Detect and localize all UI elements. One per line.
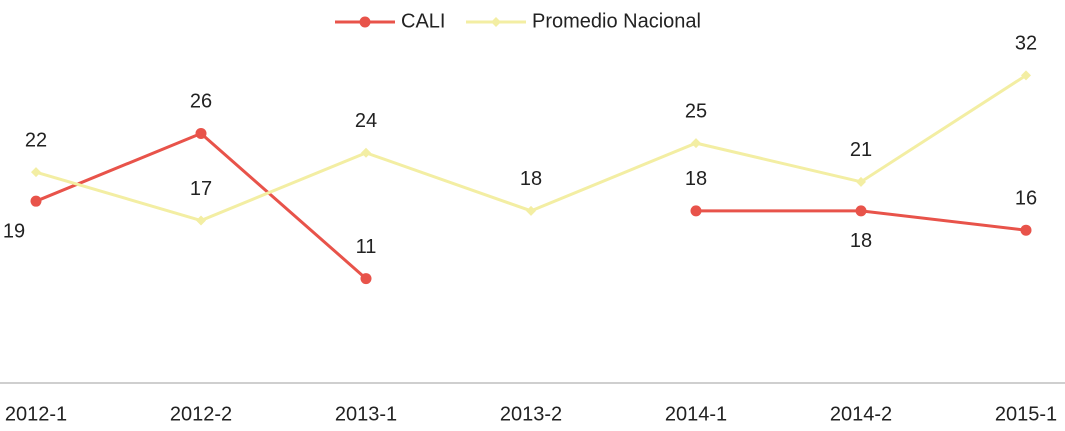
point <box>1020 224 1032 236</box>
data-label: 24 <box>355 110 377 132</box>
legend-marker <box>359 16 371 28</box>
data-label: 18 <box>850 230 872 252</box>
series-line <box>35 74 1027 223</box>
data-label: 25 <box>685 100 707 122</box>
point <box>855 205 867 217</box>
point <box>196 215 206 226</box>
point <box>690 205 702 217</box>
data-label: 32 <box>1015 33 1037 55</box>
x-tick-label: 2014-2 <box>830 403 892 425</box>
x-tick-label: 2012-2 <box>170 403 232 425</box>
legend-marker <box>491 17 501 27</box>
data-label: 19 <box>3 220 25 242</box>
point <box>31 167 41 178</box>
data-label: 22 <box>25 129 47 151</box>
x-tick-label: 2013-2 <box>500 403 562 425</box>
x-tick-label: 2013-1 <box>335 403 397 425</box>
point <box>361 147 371 158</box>
point <box>195 127 207 139</box>
point <box>1021 70 1031 81</box>
data-label: 17 <box>190 178 212 200</box>
data-label: 11 <box>356 236 377 258</box>
series-line <box>35 131 367 280</box>
point <box>30 195 42 207</box>
x-tick-label: 2014-1 <box>665 403 727 425</box>
data-label: 26 <box>190 91 212 113</box>
x-tick-label: 2015-1 <box>995 403 1057 425</box>
data-label: 16 <box>1015 187 1037 209</box>
data-label: 21 <box>850 139 872 161</box>
point <box>526 205 536 216</box>
legend-label: CALI <box>401 10 445 32</box>
data-label: 18 <box>685 168 707 190</box>
point <box>856 176 866 187</box>
point <box>691 138 701 149</box>
legend-label: Promedio Nacional <box>532 10 701 32</box>
point <box>360 273 372 285</box>
x-tick-label: 2012-1 <box>5 403 67 425</box>
data-label: 18 <box>520 168 542 190</box>
